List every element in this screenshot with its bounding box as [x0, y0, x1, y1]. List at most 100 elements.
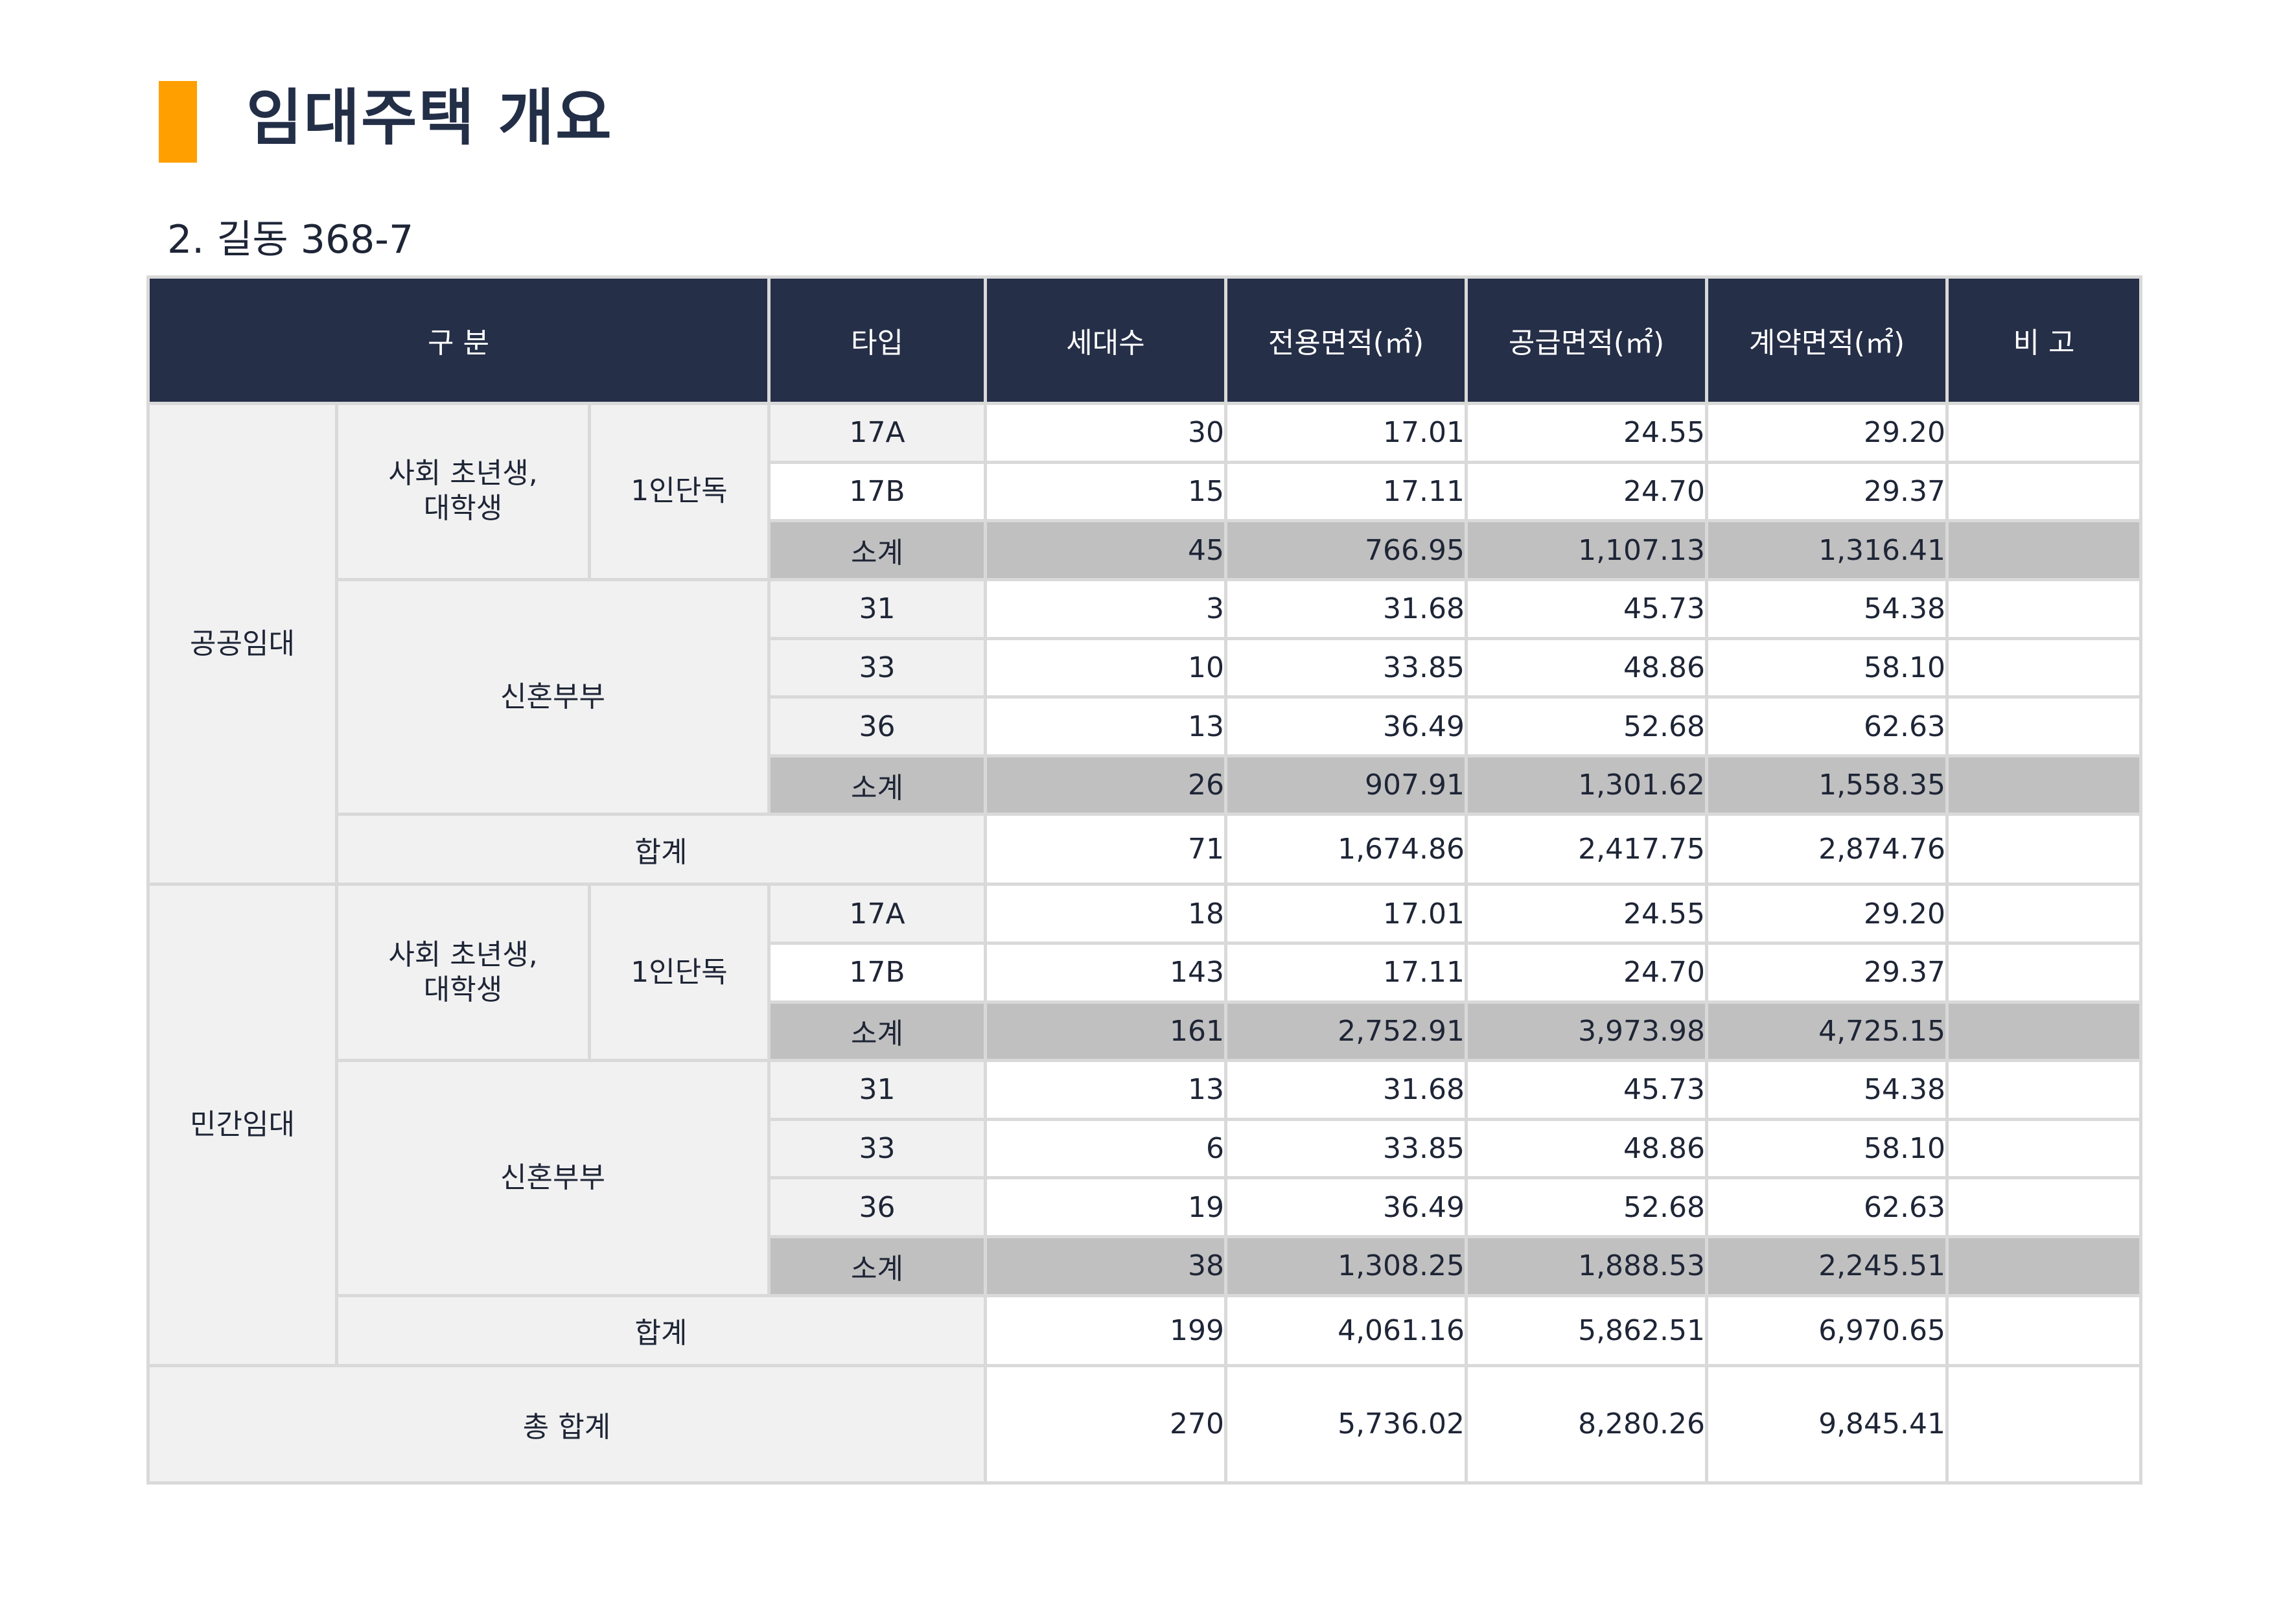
title-accent-bar [159, 81, 197, 163]
exclusive-area-cell: 36.49 [1224, 695, 1468, 757]
contract-area-cell: 29.20 [1705, 883, 1949, 945]
contract-area-cell: 2,245.51 [1705, 1235, 1949, 1297]
contract-area-cell: 9,845.41 [1705, 1363, 1949, 1485]
note-cell [1945, 1000, 2143, 1063]
exclusive-area-cell: 2,752.91 [1224, 1000, 1468, 1063]
table-header-row: 구 분 타입 세대수 전용면적(㎡) 공급면적(㎡) 계약면적(㎡) 비 고 [146, 275, 2143, 405]
type-cell: 소계 [767, 1000, 988, 1063]
exclusive-area-cell: 907.91 [1224, 754, 1468, 816]
units-cell: 10 [984, 636, 1228, 699]
supply-area-cell: 2,417.75 [1465, 813, 1709, 886]
type-cell: 17A [767, 883, 988, 945]
note-cell [1945, 1176, 2143, 1239]
housing-type-label: 1인단독 [587, 883, 771, 1063]
units-cell: 161 [984, 1000, 1228, 1063]
grand-total-row: 총 합계 270 5,736.02 8,280.26 9,845.41 [146, 1363, 2143, 1485]
grand-total-label: 총 합계 [146, 1363, 988, 1485]
units-cell: 6 [984, 1117, 1228, 1180]
supply-area-cell: 24.55 [1465, 883, 1709, 945]
table-row: 민간임대 사회 초년생, 대학생 1인단독 17A 18 17.01 24.55… [146, 883, 2143, 1367]
header-note: 비 고 [1945, 275, 2143, 405]
table-row: 신혼부부 31 3 31.68 45.73 54.38 [148, 577, 2143, 816]
table-row: 36 13 36.49 52.68 62.63 [148, 695, 2143, 757]
table-row: 신혼부부 31 13 31.68 45.73 54.38 [148, 1059, 2143, 1297]
type-cell: 31 [767, 1059, 988, 1121]
type-cell: 17B [767, 460, 988, 523]
type-cell: 소계 [767, 1235, 988, 1297]
exclusive-area-cell: 31.68 [1224, 1059, 1468, 1121]
type-cell: 36 [767, 695, 988, 757]
contract-area-cell: 6,970.65 [1705, 1293, 1949, 1367]
units-cell: 3 [984, 577, 1228, 640]
header-category: 구 분 [146, 275, 771, 405]
exclusive-area-cell: 33.85 [1224, 1117, 1468, 1180]
note-cell [1945, 1363, 2143, 1485]
supply-area-cell: 45.73 [1465, 577, 1709, 640]
units-cell: 13 [984, 695, 1228, 757]
subtotal-row: 소계 161 2,752.91 3,973.98 4,725.15 [148, 1000, 2143, 1063]
table-row: 33 6 33.85 48.86 58.10 [148, 1117, 2143, 1180]
supply-area-cell: 48.86 [1465, 1117, 1709, 1180]
contract-area-cell: 1,558.35 [1705, 754, 1949, 816]
note-cell [1945, 636, 2143, 699]
exclusive-area-cell: 1,308.25 [1224, 1235, 1468, 1297]
table-row: 36 19 36.49 52.68 62.63 [148, 1176, 2143, 1239]
supply-area-cell: 1,301.62 [1465, 754, 1709, 816]
type-cell: 33 [767, 636, 988, 699]
exclusive-area-cell: 36.49 [1224, 1176, 1468, 1239]
housing-type-label: 1인단독 [587, 402, 771, 581]
type-cell: 17A [767, 402, 988, 464]
supply-area-cell: 24.55 [1465, 402, 1709, 464]
contract-area-cell: 4,725.15 [1705, 1000, 1949, 1063]
total-label: 합계 [334, 1293, 988, 1367]
units-cell: 15 [984, 460, 1228, 523]
target-label: 신혼부부 [334, 1059, 771, 1297]
supply-area-cell: 1,888.53 [1465, 1235, 1709, 1297]
contract-area-cell: 58.10 [1705, 636, 1949, 699]
exclusive-area-cell: 5,736.02 [1224, 1363, 1468, 1485]
note-cell [1945, 695, 2143, 757]
note-cell [1945, 1117, 2143, 1180]
exclusive-area-cell: 4,061.16 [1224, 1293, 1468, 1367]
type-cell: 17B [767, 941, 988, 1004]
units-cell: 71 [984, 813, 1228, 886]
exclusive-area-cell: 31.68 [1224, 577, 1468, 640]
units-cell: 30 [984, 402, 1228, 464]
exclusive-area-cell: 17.01 [1224, 883, 1468, 945]
contract-area-cell: 29.37 [1705, 941, 1949, 1004]
units-cell: 19 [984, 1176, 1228, 1239]
total-row: 합계 71 1,674.86 2,417.75 2,874.76 [148, 813, 2143, 886]
target-label: 신혼부부 [334, 577, 771, 816]
page-title: 임대주택 개요 [246, 83, 613, 154]
note-cell [1945, 883, 2143, 945]
subtotal-row: 소계 45 766.95 1,107.13 1,316.41 [148, 519, 2143, 581]
note-cell [1945, 813, 2143, 886]
contract-area-cell: 54.38 [1705, 1059, 1949, 1121]
units-cell: 13 [984, 1059, 1228, 1121]
exclusive-area-cell: 766.95 [1224, 519, 1468, 581]
note-cell [1945, 1293, 2143, 1367]
supply-area-cell: 3,973.98 [1465, 1000, 1709, 1063]
total-row: 합계 199 4,061.16 5,862.51 6,970.65 [148, 1293, 2143, 1367]
exclusive-area-cell: 1,674.86 [1224, 813, 1468, 886]
supply-area-cell: 48.86 [1465, 636, 1709, 699]
contract-area-cell: 62.63 [1705, 1176, 1949, 1239]
contract-area-cell: 29.37 [1705, 460, 1949, 523]
units-cell: 18 [984, 883, 1228, 945]
type-cell: 31 [767, 577, 988, 640]
note-cell [1945, 754, 2143, 816]
units-cell: 26 [984, 754, 1228, 816]
exclusive-area-cell: 33.85 [1224, 636, 1468, 699]
supply-area-cell: 8,280.26 [1465, 1363, 1709, 1485]
note-cell [1945, 1059, 2143, 1121]
rental-housing-table: 구 분 타입 세대수 전용면적(㎡) 공급면적(㎡) 계약면적(㎡) 비 고 공… [146, 275, 2143, 1485]
header-exclusive-area: 전용면적(㎡) [1224, 275, 1468, 405]
contract-area-cell: 1,316.41 [1705, 519, 1949, 581]
type-cell: 소계 [767, 754, 988, 816]
table-row: 17B 15 17.11 24.70 29.37 [148, 460, 2143, 523]
contract-area-cell: 2,874.76 [1705, 813, 1949, 886]
note-cell [1945, 519, 2143, 581]
table-row: 17B 143 17.11 24.70 29.37 [148, 941, 2143, 1004]
units-cell: 270 [984, 1363, 1228, 1485]
subtotal-row: 소계 26 907.91 1,301.62 1,558.35 [148, 754, 2143, 816]
